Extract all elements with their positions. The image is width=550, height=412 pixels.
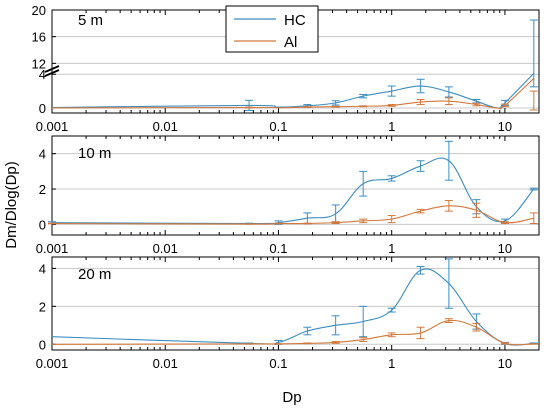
series-line	[51, 205, 534, 225]
series-hc	[51, 258, 538, 346]
x-tick-label: 0.01	[153, 356, 178, 371]
y-tick-label: 2	[39, 182, 46, 197]
panel-label: 10 m	[78, 145, 111, 162]
x-tick-label: 0.001	[36, 241, 69, 256]
y-tick-label: 16	[32, 30, 46, 45]
x-tick-label: 0.01	[153, 119, 178, 134]
panel-label: 5 m	[78, 12, 103, 29]
panel-1: 0 412 16 20 0.001 0.01 0.1 1 10 5 m	[32, 3, 540, 134]
x-tick-label: 1	[388, 241, 395, 256]
panel-label: 20 m	[78, 266, 111, 283]
y-tick-label: 2	[39, 299, 46, 314]
series-al	[48, 200, 538, 225]
y-tick-label: 4	[39, 67, 46, 82]
series-line	[51, 319, 534, 346]
axis-break-mark	[44, 69, 60, 77]
y-tick-label: 0	[39, 101, 46, 116]
panel-3: 0 2 4 0.001 0.01 0.1 1 10 20 m	[36, 256, 540, 371]
legend: HC Al	[225, 5, 319, 53]
x-tick-label: 10	[498, 356, 512, 371]
legend-box	[225, 5, 319, 53]
x-tick-label: 0.1	[269, 119, 287, 134]
series-al	[51, 318, 538, 346]
x-tick-label: 0.001	[36, 356, 69, 371]
plot-frame	[51, 135, 540, 236]
x-axis-title: Dp	[282, 389, 301, 406]
series-line	[51, 268, 534, 346]
x-tick-label: 1	[388, 356, 395, 371]
legend-label-hc: HC	[284, 12, 306, 29]
plot-frame	[51, 256, 540, 351]
series-line	[51, 157, 535, 225]
x-tick-label: 10	[498, 119, 512, 134]
panel-2: 0 2 4 0.001 0.01 0.1 1 10 10 m	[36, 135, 540, 256]
legend-label-al: Al	[284, 34, 297, 51]
y-tick-label: 20	[32, 3, 46, 18]
x-tick-label: 1	[388, 119, 395, 134]
x-tick-label: 0.1	[269, 241, 287, 256]
series-al	[51, 78, 538, 111]
y-tick-label: 0	[39, 337, 46, 352]
x-tick-label: 0.1	[269, 356, 287, 371]
axis-break-mark	[44, 65, 60, 73]
y-tick-label: 4	[39, 261, 46, 276]
x-tick-label: 10	[498, 241, 512, 256]
y-tick-label: 12	[32, 56, 46, 71]
y-tick-label: 4	[39, 147, 46, 162]
x-tick-label: 0.01	[153, 241, 178, 256]
y-tick-label: 0	[39, 217, 46, 232]
series-line	[51, 78, 535, 110]
x-tick-label: 0.001	[36, 119, 69, 134]
y-axis-title: Dm/Dlog(Dp)	[3, 161, 20, 249]
